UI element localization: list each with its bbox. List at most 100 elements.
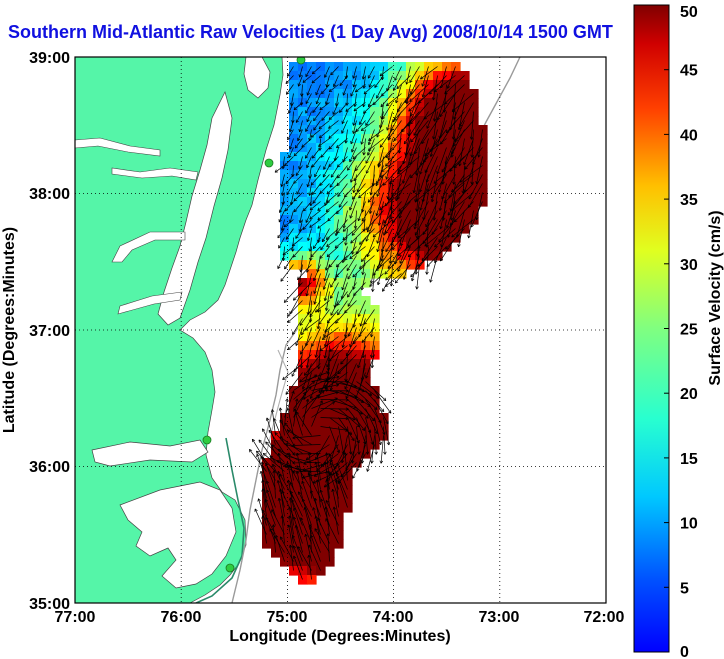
colorbar-tick-label: 20	[680, 386, 698, 403]
velocity-arrow	[454, 147, 474, 169]
velocity-cell	[379, 188, 389, 198]
velocity-arrow	[415, 183, 438, 202]
velocity-arrow	[309, 219, 321, 228]
arrow-head	[315, 479, 318, 483]
arrow-head	[445, 129, 448, 133]
arrow-head	[276, 460, 279, 464]
velocity-arrow	[322, 228, 330, 242]
velocity-arrow	[286, 84, 294, 95]
velocity-cell	[316, 62, 326, 72]
velocity-cell	[316, 449, 326, 459]
arrow-head	[451, 108, 454, 112]
arrow-head	[352, 122, 354, 126]
velocity-arrow	[438, 219, 456, 243]
velocity-arrow	[456, 210, 465, 238]
velocity-cell	[307, 260, 317, 270]
arrow-head	[304, 373, 308, 376]
arrow-head	[286, 462, 288, 466]
arrow-head	[320, 155, 324, 158]
velocity-cell	[280, 467, 290, 477]
velocity-arrow	[308, 554, 312, 580]
velocity-arrow	[431, 210, 447, 235]
velocity-arrow	[336, 219, 348, 234]
arrow-head	[459, 163, 462, 167]
velocity-cell	[325, 107, 335, 117]
arrow-head	[387, 266, 391, 269]
velocity-cell	[451, 224, 461, 234]
velocity-arrow	[280, 488, 285, 517]
velocity-arrow	[333, 506, 339, 535]
velocity-arrow	[439, 93, 456, 117]
arrow-head	[454, 220, 458, 223]
velocity-cell	[352, 242, 362, 252]
velocity-arrow	[296, 470, 303, 499]
arrow-head	[305, 398, 309, 402]
arrow-head	[363, 91, 366, 95]
velocity-arrow	[317, 219, 330, 229]
arrow-head	[357, 451, 360, 455]
arrow-head	[282, 378, 286, 380]
velocity-arrow	[329, 336, 348, 352]
arrow-head	[345, 110, 349, 112]
velocity-cell	[424, 89, 434, 99]
arrow-head	[298, 228, 301, 233]
arrow-head	[336, 144, 338, 148]
velocity-cell	[298, 170, 308, 180]
velocity-cell	[334, 80, 344, 90]
velocity-arrow	[351, 219, 366, 236]
velocity-arrow	[334, 237, 348, 249]
velocity-cell	[433, 125, 443, 135]
velocity-cell	[289, 197, 299, 207]
velocity-arrow	[287, 336, 303, 350]
arrow-head	[329, 453, 332, 457]
velocity-arrow	[286, 462, 294, 490]
arrow-head	[320, 248, 324, 251]
velocity-cell	[406, 71, 416, 81]
velocity-arrow	[380, 93, 393, 108]
arrow-head	[324, 307, 327, 311]
arrow-head	[350, 451, 353, 455]
velocity-cell	[442, 224, 452, 234]
arrow-head	[469, 136, 472, 140]
velocity-arrow	[279, 201, 285, 213]
arrow-head	[287, 138, 291, 141]
arrow-head	[293, 152, 296, 157]
velocity-cell	[262, 458, 272, 468]
arrow-head	[387, 157, 389, 161]
velocity-arrow	[379, 246, 393, 267]
arrow-head	[283, 464, 288, 467]
arrow-head	[284, 422, 288, 425]
velocity-arrow	[307, 291, 312, 315]
velocity-cell	[334, 521, 344, 531]
velocity-cell	[325, 485, 335, 495]
velocity-arrow	[287, 129, 294, 141]
velocity-arrow	[284, 255, 294, 270]
velocity-cell	[451, 143, 461, 153]
velocity-cell	[433, 224, 443, 234]
arrow-head	[290, 202, 294, 206]
velocity-cell	[334, 458, 344, 468]
velocity-cell	[307, 485, 317, 495]
arrow-head	[285, 398, 288, 402]
arrow-head	[324, 461, 328, 465]
arrow-head	[307, 93, 310, 96]
arrow-head	[319, 400, 323, 403]
velocity-arrow	[281, 490, 294, 517]
velocity-cell	[388, 80, 398, 90]
velocity-cell	[298, 161, 308, 171]
arrow-head	[362, 152, 365, 156]
velocity-arrow	[385, 147, 402, 167]
velocity-arrow	[319, 174, 330, 186]
velocity-arrow	[354, 210, 357, 229]
velocity-arrow	[365, 111, 375, 126]
arrow-head	[291, 173, 294, 177]
velocity-arrow	[299, 363, 321, 383]
arrow-head	[385, 176, 387, 180]
arrow-head	[402, 276, 405, 280]
velocity-cell	[379, 116, 389, 126]
arrow-head	[281, 228, 285, 231]
arrow-head	[277, 236, 281, 239]
velocity-arrow	[352, 453, 366, 479]
velocity-cell	[433, 242, 443, 252]
velocity-arrow	[288, 147, 294, 159]
